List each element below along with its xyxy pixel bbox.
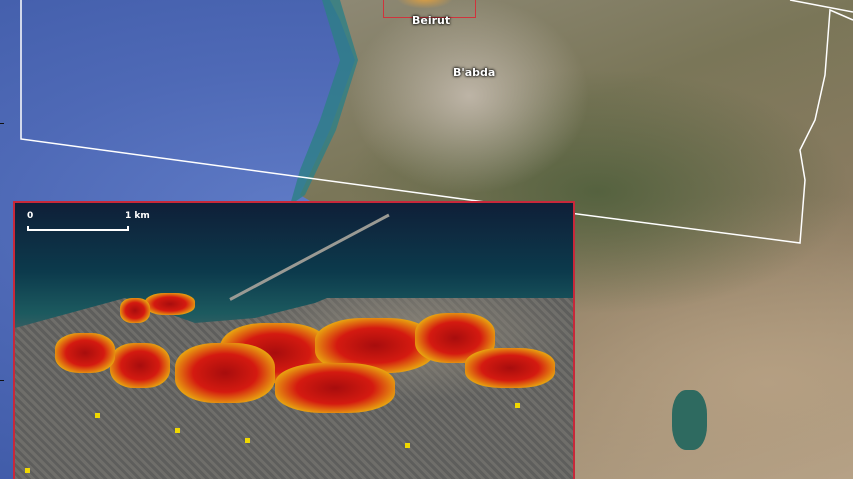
scale-start-label: 0 [27, 211, 34, 221]
beirut-inset-marker [383, 0, 476, 18]
breakwater [229, 213, 390, 301]
edge-tick [0, 380, 4, 381]
damage-point [245, 438, 250, 443]
scale-bar: 0 1 km [27, 211, 150, 231]
label-babda: B'abda [453, 66, 496, 79]
damage-area [120, 298, 150, 323]
damage-area [110, 343, 170, 388]
damage-area [175, 343, 275, 403]
damage-area [55, 333, 115, 373]
damage-point [515, 403, 520, 408]
damage-area [465, 348, 555, 388]
scale-end-label: 1 km [125, 211, 150, 221]
damage-point [405, 443, 410, 448]
beirut-damage-inset: 0 1 km [13, 201, 575, 479]
damage-area [275, 363, 395, 413]
damage-point [95, 413, 100, 418]
edge-tick [0, 123, 4, 124]
scale-bar-line [27, 226, 129, 231]
damage-point [175, 428, 180, 433]
lake [672, 390, 707, 450]
damage-point [25, 468, 30, 473]
damage-area [145, 293, 195, 315]
label-beirut: Beirut [412, 14, 451, 27]
